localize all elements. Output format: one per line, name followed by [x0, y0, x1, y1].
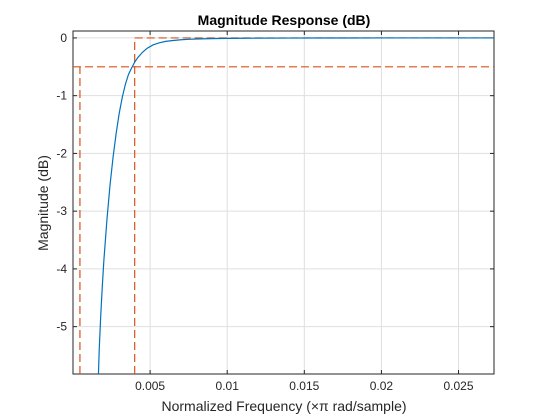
y-tick-label: -2: [56, 146, 67, 160]
data-layer: [73, 37, 494, 375]
y-tick-label: -4: [56, 262, 67, 276]
axis-ticks: [73, 31, 494, 374]
x-tick-label: 0.005: [135, 379, 165, 393]
plot-area: [72, 30, 495, 375]
x-tick-labels: 0.005 0.01 0.015 0.02 0.025: [135, 379, 474, 393]
y-tick-label: -5: [56, 320, 67, 334]
y-tick-label: -1: [56, 89, 67, 103]
grid: [73, 31, 494, 374]
magnitude-response-line: [97, 37, 494, 375]
y-tick-labels: 0 -1 -2 -3 -4 -5: [56, 31, 67, 334]
x-tick-label: 0.025: [444, 379, 474, 393]
x-axis-label: Normalized Frequency (×π rad/sample): [161, 398, 406, 414]
x-tick-label: 0.02: [370, 379, 394, 393]
x-tick-label: 0.015: [289, 379, 319, 393]
y-axis-label: Magnitude (dB): [35, 155, 51, 251]
chart-title: Magnitude Response (dB): [198, 12, 371, 28]
x-tick-label: 0.01: [216, 379, 240, 393]
y-tick-label: 0: [60, 31, 67, 45]
y-tick-label: -3: [56, 204, 67, 218]
